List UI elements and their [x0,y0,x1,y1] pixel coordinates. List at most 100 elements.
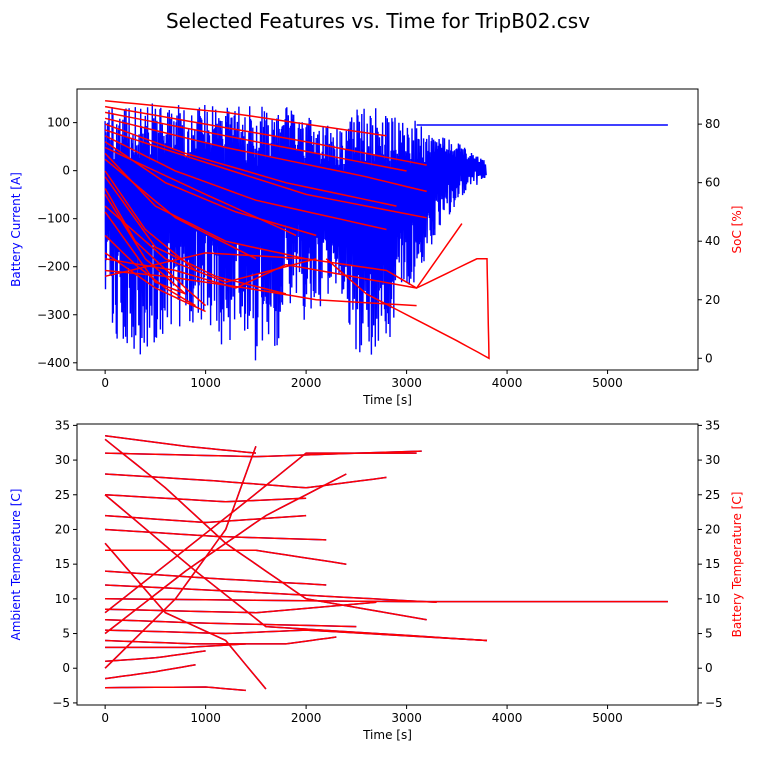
bottom-series-1-line-15 [105,650,206,663]
bottom-series-1-line-3 [105,494,307,503]
bottom-series-1-line-19 [104,473,347,635]
top-ytick-left-label: −200 [37,260,70,274]
top-ytick-right-label: 40 [705,234,720,248]
bottom-ylabel-right: Battery Temperature [C] [730,492,744,638]
top-series-1-line-0 [105,99,387,137]
top-series-1-line-16 [104,211,186,295]
bottom-xtick-label: 1000 [190,711,221,725]
top-xtick-label: 1000 [190,376,221,390]
top-xtick-label: 3000 [391,376,422,390]
top-series-1-line-4 [104,123,397,207]
top-series-1-line-22 [325,258,490,360]
top-ylabel-right: SoC [%] [730,206,744,254]
bottom-xtick-label: 3000 [391,711,422,725]
top-ytick-right-label: 80 [705,117,720,131]
top-series-1-line-1 [104,105,427,166]
bottom-ytick-right-label: 25 [705,488,720,502]
top-ytick-left-label: 100 [47,116,70,130]
top-series-1-line-15 [104,205,317,283]
bottom-ylabel-left: Ambient Temperature [C] [9,489,23,641]
bottom-ytick-right-label: 5 [705,627,713,641]
bottom-ytick-left-label: 15 [55,557,70,571]
bottom-series-1-line-23 [104,494,488,642]
top-series-1-line-21 [104,252,417,289]
top-xtick-label: 5000 [592,376,623,390]
top-ylabel-left: Battery Current [A] [9,172,23,287]
bottom-ytick-left-label: 0 [62,661,70,675]
top-ytick-right-label: 0 [705,351,713,365]
bottom-xtick-label: 5000 [592,711,623,725]
top-series-1-line-11 [104,170,197,272]
top-series-1-line-8 [104,146,297,237]
top-ytick-left-label: −100 [37,212,70,226]
bottom-series-1-line-8 [105,584,437,604]
top-ytick-left-label: −300 [37,308,70,322]
bottom-series-1-line-20 [104,445,257,669]
bottom-ytick-right-label: 20 [705,522,720,536]
bottom-ytick-left-label: 20 [55,522,70,536]
bottom-series-0-left [104,435,668,692]
bottom-series-0-line-6 [105,549,347,565]
top-xtick-label: 4000 [492,376,523,390]
bottom-series-1-line-7 [105,570,327,586]
top-series-1-line-13 [104,188,207,307]
bottom-ytick-left-label: 25 [55,488,70,502]
bottom-series-1-line-12 [105,629,488,642]
top-series-0-left [104,103,668,361]
bottom-series-1-line-14 [105,643,246,649]
bottom-series-1-line-0 [105,435,256,454]
bottom-xtick-label: 2000 [291,711,322,725]
top-xlabel: Time [s] [362,393,412,407]
top-series-1-line-10 [104,158,257,260]
bottom-ytick-left-label: −5 [52,696,70,710]
top-axes: 0 1000 2000 3000 4000 5000−400−300−200−100010… [9,88,744,407]
bottom-frame [76,423,699,706]
bottom-series-1-line-22 [104,452,417,614]
bottom-ytick-right-label: −5 [705,696,723,710]
top-series-1-line-12 [104,176,287,295]
bottom-ytick-right-label: 35 [705,418,720,432]
bottom-xtick-label: 0 [101,711,109,725]
top-series-1-line-6 [104,135,387,231]
top-series-1-line-2 [104,111,407,172]
top-current-trace [104,103,487,361]
bottom-xtick-label: 4000 [492,711,523,725]
top-ytick-right-label: 20 [705,293,720,307]
top-xtick-label: 2000 [291,376,322,390]
bottom-ytick-right-label: 10 [705,592,720,606]
bottom-series-1-line-17 [105,686,246,692]
bottom-ytick-right-label: 0 [705,661,713,675]
top-series-1-line-5 [104,129,427,219]
bottom-series-1-right [104,435,668,692]
figure-title: Selected Features vs. Time for TripB02.c… [166,9,590,33]
bottom-series-1-line-5 [105,528,327,541]
bottom-axes: 0 1000 2000 3000 4000 5000 −5 0 5 10 15 20 25 30 35 −5 0… [9,418,744,742]
top-series-1-right [104,99,490,360]
bottom-ytick-left-label: 30 [55,453,70,467]
bottom-series-1-line-11 [105,618,357,628]
bottom-series-1-line-9 [105,598,668,603]
top-ytick-right-label: 60 [705,176,720,190]
top-series-1-line-17 [104,234,196,307]
bottom-series-1-line-16 [105,664,196,680]
bottom-ytick-right-label: 30 [705,453,720,467]
top-series-1-line-18 [104,252,206,313]
top-series-1-line-20 [105,269,417,307]
bottom-series-0-line-20 [104,445,257,669]
bottom-series-1-line-2 [105,473,387,489]
bottom-series-1-line-21 [104,542,267,690]
top-series-1-line-3 [104,117,427,193]
bottom-ytick-left-label: 10 [55,592,70,606]
bottom-series-0-line-4 [105,514,307,524]
bottom-xlabel: Time [s] [362,728,412,742]
bottom-ytick-left-label: 5 [62,627,70,641]
bottom-series-1-line-10 [105,601,377,614]
bottom-ytick-left-label: 35 [55,418,70,432]
top-frame [76,88,699,371]
top-ytick-left-label: 0 [62,164,70,178]
top-xtick-label: 0 [101,376,109,390]
bottom-series-1-line-4 [105,514,307,524]
top-series-1-line-14 [104,194,186,295]
